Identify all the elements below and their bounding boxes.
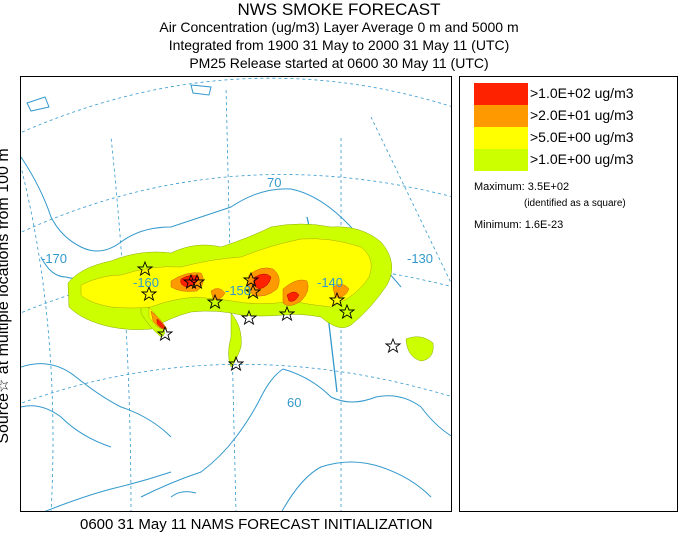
source-star-icon bbox=[338, 303, 356, 320]
lon-m130-label: -130 bbox=[407, 251, 433, 266]
source-star-icon bbox=[206, 293, 224, 310]
lon-m170-label: -170 bbox=[41, 251, 67, 266]
source-star-icon bbox=[182, 273, 200, 290]
minimum-value: Minimum: 1.6E-23 bbox=[474, 219, 564, 231]
source-star-icon bbox=[384, 337, 402, 354]
legend-label: >5.0E+00 ug/m3 bbox=[530, 129, 634, 145]
legend-swatch bbox=[474, 127, 528, 149]
concentration-subtitle: Air Concentration (ug/m3) Layer Average … bbox=[159, 19, 519, 35]
source-side-label: Source☆ at multiple locations from 100 m bbox=[0, 76, 18, 516]
page-title: NWS SMOKE FORECAST bbox=[237, 0, 441, 19]
legend-label: >1.0E+00 ug/m3 bbox=[530, 151, 634, 167]
source-star-icon bbox=[156, 325, 174, 342]
lon-m150-label: -150 bbox=[225, 283, 251, 298]
map-canvas: 70 60 -170 -160 -150 -140 -130 bbox=[21, 77, 451, 511]
smoke-map: 70 60 -170 -160 -150 -140 -130 bbox=[20, 76, 452, 512]
lat-70-line bbox=[21, 174, 451, 233]
lat-70-label: 70 bbox=[267, 175, 281, 190]
graticule bbox=[21, 77, 451, 511]
legend-swatch bbox=[474, 105, 528, 127]
forecast-initialization: 0600 31 May 11 NAMS FORECAST INITIALIZAT… bbox=[80, 516, 433, 533]
source-markers bbox=[136, 260, 402, 372]
source-star-icon bbox=[140, 285, 158, 302]
release-start: PM25 Release started at 0600 30 May 11 (… bbox=[189, 55, 489, 71]
source-star-icon bbox=[227, 355, 245, 372]
legend-swatch bbox=[474, 149, 528, 171]
lon-m140-label: -140 bbox=[317, 275, 343, 290]
lon-m160-label: -160 bbox=[133, 275, 159, 290]
legend-panel: >1.0E+02 ug/m3 >2.0E+01 ug/m3 >5.0E+00 u… bbox=[459, 76, 678, 512]
maximum-note: (identified as a square) bbox=[524, 198, 626, 209]
source-star-icon bbox=[328, 291, 346, 308]
source-star-icon bbox=[240, 309, 258, 326]
source-star-icon bbox=[242, 271, 260, 288]
lon-m130-line bbox=[370, 116, 451, 284]
lat-60-line bbox=[21, 363, 451, 404]
source-star-icon bbox=[278, 305, 296, 322]
legend-label: >2.0E+01 ug/m3 bbox=[530, 107, 634, 123]
lat-60-label: 60 bbox=[287, 395, 301, 410]
source-side-text: Source☆ at multiple locations from 100 m bbox=[0, 148, 12, 444]
source-star-icon bbox=[244, 283, 262, 300]
integration-period: Integrated from 1900 31 May to 2000 31 M… bbox=[168, 37, 510, 53]
coastline bbox=[21, 84, 451, 511]
plume-gt100 bbox=[156, 273, 300, 330]
legend-label: >1.0E+02 ug/m3 bbox=[530, 85, 634, 101]
source-star-icon bbox=[188, 273, 206, 290]
lon-m150-line bbox=[225, 86, 237, 511]
legend-swatch bbox=[474, 83, 528, 105]
maximum-value: Maximum: 3.5E+02 bbox=[474, 181, 570, 193]
source-star-icon bbox=[136, 260, 154, 277]
